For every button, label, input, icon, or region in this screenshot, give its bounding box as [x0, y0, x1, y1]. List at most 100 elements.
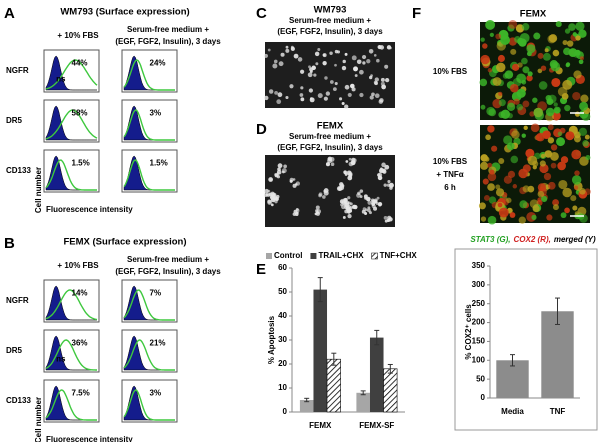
bar [369, 337, 384, 412]
image-label: 10% FBS [433, 67, 468, 76]
cell [317, 47, 321, 51]
bar [383, 368, 398, 413]
marker-histogram [123, 159, 175, 191]
legend-swatch [310, 253, 317, 259]
cell [372, 206, 378, 211]
cell [485, 134, 491, 141]
cell [380, 167, 383, 171]
cell [365, 208, 368, 212]
cell [339, 97, 343, 101]
cell [323, 96, 328, 101]
cell [563, 47, 571, 56]
cell [547, 34, 557, 44]
cell [329, 80, 334, 84]
bar [541, 311, 574, 398]
cell [540, 65, 547, 71]
panel-text: Serum-free medium + [289, 132, 371, 141]
cell [315, 205, 320, 210]
cell [370, 74, 373, 77]
cell [314, 51, 320, 57]
cell [518, 216, 526, 224]
cell [349, 83, 355, 89]
cell [353, 66, 358, 72]
cell [379, 98, 384, 103]
cell [349, 202, 353, 206]
cell [552, 204, 559, 211]
cell [300, 97, 305, 102]
cell [521, 133, 526, 138]
cell [362, 61, 366, 65]
marker-histogram [123, 59, 175, 91]
percent-label: 3% [150, 389, 162, 398]
cell [540, 153, 546, 159]
cell [285, 95, 289, 100]
cell [532, 165, 537, 170]
cell [579, 101, 589, 111]
cell [572, 32, 577, 37]
y-axis-label: Cell number [34, 167, 43, 213]
cell [570, 195, 577, 202]
cell [344, 205, 349, 210]
cell [348, 157, 352, 161]
cell [289, 177, 294, 182]
cell [522, 66, 530, 74]
cell [550, 151, 559, 161]
cell [289, 84, 294, 89]
cell [272, 197, 276, 201]
cell [482, 43, 488, 49]
cell [373, 199, 378, 204]
y-tick-label: 250 [472, 299, 486, 308]
cell [278, 61, 284, 67]
cell [560, 212, 567, 219]
cell [552, 199, 560, 206]
cell [513, 98, 520, 105]
legend-label: TRAIL+CHX [318, 251, 364, 260]
cell [507, 170, 516, 178]
cell [551, 77, 561, 88]
cell [480, 104, 486, 110]
cell [522, 185, 530, 193]
condition-label: Serum-free medium + [127, 255, 209, 264]
cell [276, 169, 282, 175]
x-tick-label: TNF [550, 407, 566, 416]
cell [482, 178, 489, 185]
cell [381, 162, 386, 168]
y-tick-label: 50 [278, 287, 287, 296]
cell [537, 68, 543, 74]
cell [324, 76, 328, 80]
cell [382, 168, 387, 173]
marker-histogram [45, 389, 97, 421]
cell [564, 28, 571, 34]
cell [574, 170, 580, 176]
cell [352, 158, 357, 163]
cell [376, 196, 380, 200]
cell [579, 56, 584, 61]
cell [354, 74, 358, 77]
cell [525, 148, 535, 158]
cell [270, 203, 274, 207]
cell [308, 65, 311, 69]
cell [344, 84, 350, 90]
cell [374, 77, 379, 82]
cell [384, 219, 388, 223]
cell [529, 111, 535, 117]
percent-label: 1.5% [150, 159, 168, 168]
error-bar [387, 363, 393, 374]
cell [276, 175, 281, 179]
cell [323, 188, 329, 193]
cell [353, 204, 358, 210]
cell [368, 48, 374, 54]
cell [511, 130, 520, 139]
cell [334, 81, 338, 86]
panel-letter: C [256, 5, 267, 22]
cell [384, 64, 389, 69]
cell [345, 160, 349, 163]
cell [389, 183, 394, 188]
cell [367, 208, 371, 213]
cell [521, 22, 530, 31]
cell [531, 214, 537, 220]
micrograph-cells [263, 44, 392, 109]
cell [577, 206, 587, 216]
cell [522, 100, 530, 108]
cell [389, 46, 392, 50]
